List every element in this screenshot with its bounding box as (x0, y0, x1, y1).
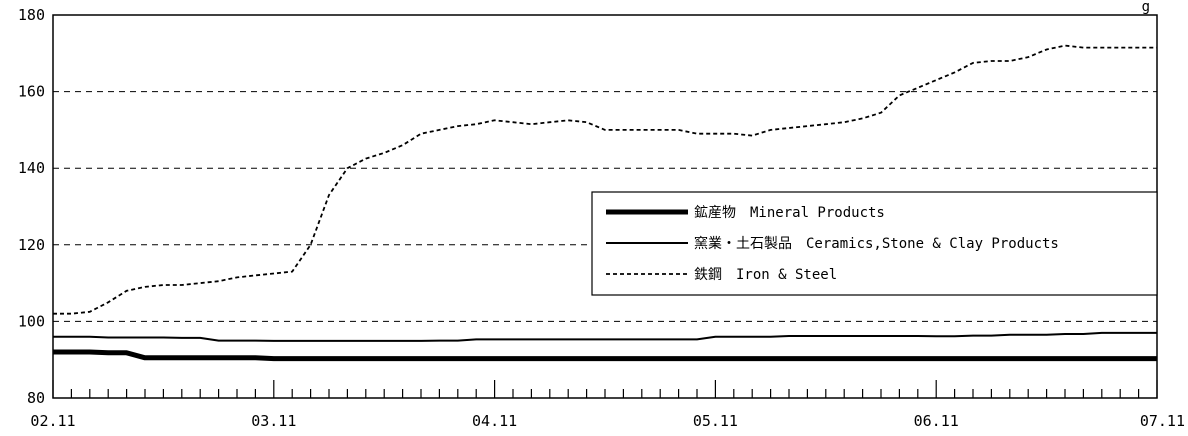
legend-label-2: 鉄鋼 Iron & Steel (694, 267, 837, 283)
x-tick-label-02.11: 02.11 (30, 412, 75, 430)
y-tick-label-140: 140 (18, 159, 45, 177)
tick-labels: 80 100 120 140 160 180 02.11 03.11 04.11 05.11 06.… (18, 6, 1185, 430)
y-tick-label-120: 120 (18, 236, 45, 254)
series-lines (53, 44, 1157, 362)
corner-text: g (1142, 0, 1150, 15)
series-line-2 (53, 44, 1157, 315)
x-tick-label-05.11: 05.11 (693, 412, 738, 430)
legend: 鉱産物 Mineral Products 窯業・土石製品 Ceramics,Sto… (591, 191, 1158, 296)
series-line-0 (53, 349, 1157, 362)
y-tick-label-100: 100 (18, 312, 45, 330)
legend-label-1: 窯業・土石製品 Ceramics,Stone & Clay Products (694, 235, 1059, 252)
y-tick-label-80: 80 (27, 389, 45, 407)
x-tick-label-06.11: 06.11 (914, 412, 959, 430)
x-tick-label-07.11: 07.11 (1140, 412, 1185, 430)
x-tick-label-04.11: 04.11 (472, 412, 517, 430)
x-tick-label-03.11: 03.11 (251, 412, 296, 430)
legend-label-0: 鉱産物 Mineral Products (694, 204, 885, 221)
y-tick-label-180: 180 (18, 6, 45, 24)
series-line-1 (53, 331, 1157, 342)
y-tick-label-160: 160 (18, 83, 45, 101)
